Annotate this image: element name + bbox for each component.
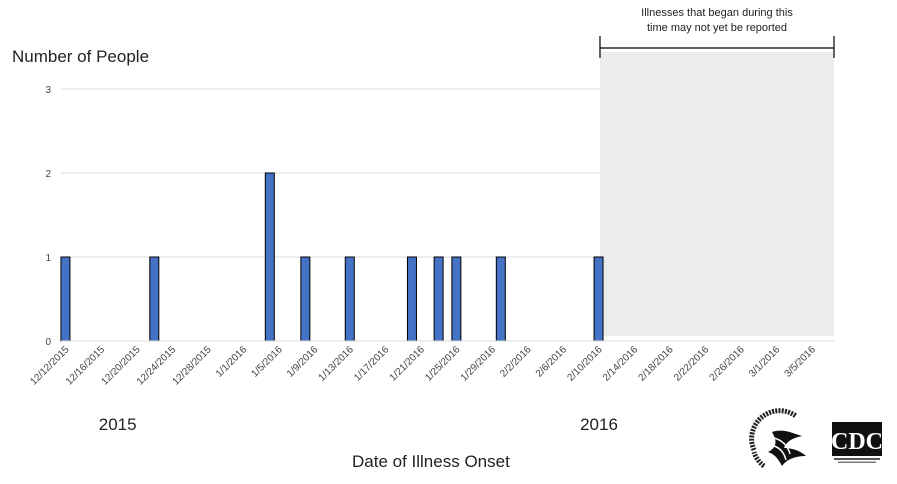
annotation-line-2: time may not yet be reported [646,22,787,34]
y-tick-1: 1 [45,253,51,264]
bar-12-22-2015 [149,256,160,342]
hhs-eagle-logo [749,408,806,469]
bar-1-30-2016 [495,256,506,342]
svg-text:CDC: CDC [832,429,882,455]
x-tick-1-9-2016: 1/9/2016 [285,344,321,380]
x-tick-2-18-2016: 2/18/2016 [637,344,677,384]
annotation-line-1: Illnesses that began during this [641,7,793,19]
bar-1-23-2016 [433,256,444,342]
x-tick-2-22-2016: 2/22/2016 [672,344,712,384]
x-tick-2-26-2016: 2/26/2016 [708,344,748,384]
x-axis-title: Date of Illness Onset [352,452,510,471]
cdc-logo: CDC [832,422,882,463]
x-tick-2-2-2016: 2/2/2016 [498,344,534,380]
x-tick-1-13-2016: 1/13/2016 [317,344,357,384]
x-tick-1-1-2016: 1/1/2016 [214,344,250,380]
unreported-period-bracket [599,36,835,58]
y-tick-2: 2 [45,169,51,180]
x-tick-3-5-2016: 3/5/2016 [783,344,819,380]
bar-1-4-2016 [264,172,275,342]
year-label-2016: 2016 [580,415,618,434]
x-tick-3-1-2016: 3/1/2016 [747,344,783,380]
x-tick-labels: 12/12/201512/16/201512/20/201512/24/2015… [28,344,818,387]
unreported-period-annotation: Illnesses that began during this time ma… [612,6,822,36]
bar-12-12-2015 [60,256,71,342]
bar-1-8-2016 [300,256,311,342]
y-tick-0: 0 [45,337,51,348]
x-tick-1-21-2016: 1/21/2016 [388,344,428,384]
x-tick-1-17-2016: 1/17/2016 [352,344,392,384]
bar-2-10-2016 [593,256,604,342]
bar-1-20-2016 [406,256,417,342]
x-tick-1-29-2016: 1/29/2016 [459,344,499,384]
y-tick-labels: 0 1 2 3 [45,85,51,348]
bar-1-13-2016 [344,256,355,342]
year-label-2015: 2015 [98,415,137,434]
x-tick-12-28-2015: 12/28/2015 [171,344,214,387]
bar-1-25-2016 [451,256,462,342]
x-tick-1-25-2016: 1/25/2016 [423,344,463,384]
y-axis-title: Number of People [12,47,150,66]
x-tick-2-14-2016: 2/14/2016 [601,344,641,384]
x-tick-2-6-2016: 2/6/2016 [534,344,570,380]
y-tick-3: 3 [45,85,51,96]
x-tick-1-5-2016: 1/5/2016 [249,344,285,380]
unreported-period-shading [599,52,834,336]
x-tick-2-10-2016: 2/10/2016 [565,344,605,384]
